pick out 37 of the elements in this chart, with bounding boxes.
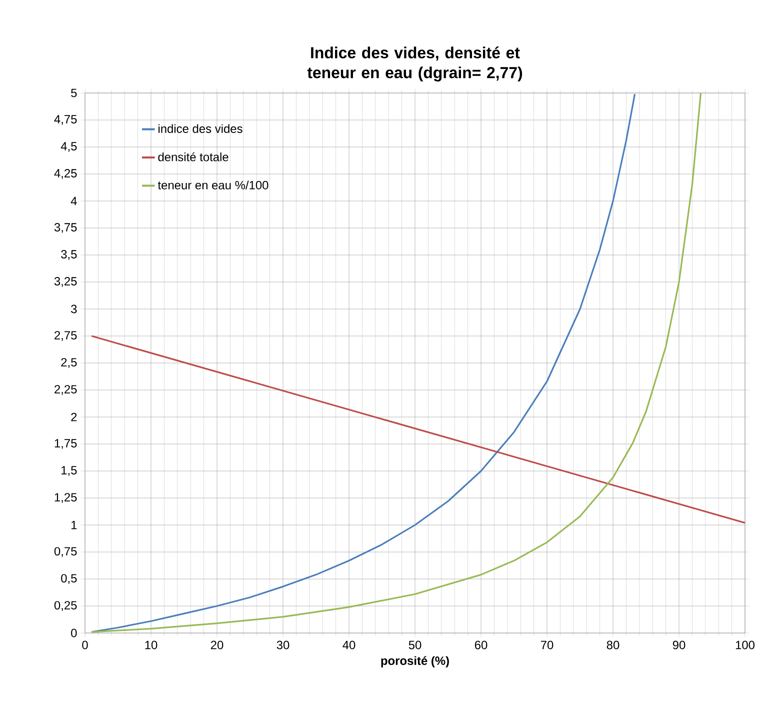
x-tick-label: 60 bbox=[474, 640, 488, 650]
y-tick-label: 2 bbox=[71, 412, 77, 422]
y-tick-label: 0 bbox=[71, 628, 77, 638]
y-tick-label: 1,25 bbox=[54, 493, 77, 503]
x-tick-label: 20 bbox=[210, 640, 224, 650]
y-tick-label: 4,75 bbox=[54, 115, 77, 125]
y-tick-label: 4,5 bbox=[60, 142, 77, 152]
y-tick-label: 1,75 bbox=[54, 439, 77, 449]
y-tick-label: 3 bbox=[71, 304, 77, 314]
y-tick-label: 3,5 bbox=[61, 250, 77, 260]
y-tick-label: 0,5 bbox=[61, 574, 77, 584]
legend-label: densité totale bbox=[158, 152, 228, 162]
x-tick-label: 80 bbox=[606, 640, 620, 650]
y-tick-label: 1 bbox=[71, 520, 77, 530]
x-tick-label: 90 bbox=[672, 640, 686, 650]
x-tick-label: 30 bbox=[276, 640, 290, 650]
x-tick-label: 100 bbox=[736, 640, 755, 650]
x-axis-title: porosité (%) bbox=[381, 656, 449, 668]
y-tick-label: 3,25 bbox=[54, 277, 77, 287]
y-tick-label: 3,75 bbox=[54, 223, 77, 233]
x-tick-label: 40 bbox=[342, 640, 356, 650]
y-tick-label: 0,75 bbox=[54, 547, 77, 557]
x-tick-label: 70 bbox=[540, 640, 554, 650]
y-tick-label: 1,5 bbox=[62, 466, 77, 476]
y-tick-label: 2,75 bbox=[54, 331, 77, 341]
legend-label: teneur en eau %/100 bbox=[158, 180, 268, 190]
y-tick-label: 4 bbox=[70, 196, 77, 206]
y-tick-label: 2,5 bbox=[61, 358, 77, 368]
x-tick-label: 0 bbox=[82, 640, 88, 650]
x-tick-label: 50 bbox=[408, 640, 422, 650]
y-tick-label: 0,25 bbox=[54, 601, 77, 611]
y-tick-label: 4,25 bbox=[54, 169, 77, 179]
x-tick-label: 10 bbox=[145, 640, 158, 650]
legend-label: indice des vides bbox=[158, 124, 242, 133]
chart-title: Indice des vides, densité et teneur en eau (dgrain= 2,77) bbox=[307, 46, 522, 82]
y-tick-label: 5 bbox=[71, 88, 77, 98]
y-tick-label: 2,25 bbox=[54, 385, 77, 395]
